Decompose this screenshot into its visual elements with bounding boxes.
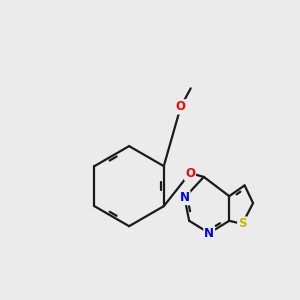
- Text: O: O: [185, 167, 195, 180]
- Text: O: O: [176, 100, 186, 113]
- Text: O: O: [176, 100, 186, 113]
- Text: N: N: [204, 226, 214, 240]
- Text: N: N: [179, 191, 190, 204]
- Text: O: O: [185, 167, 195, 180]
- Text: S: S: [238, 218, 247, 230]
